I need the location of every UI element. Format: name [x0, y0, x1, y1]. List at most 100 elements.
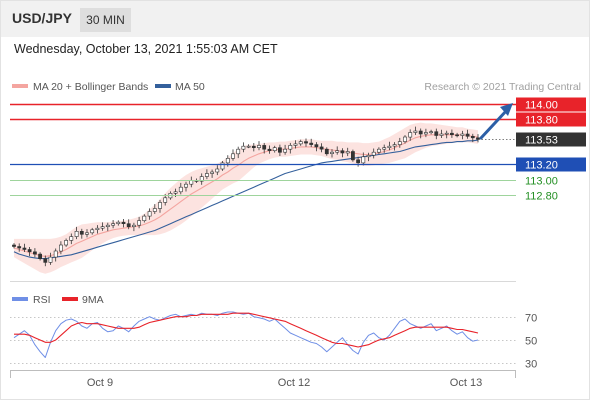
candle-body [324, 148, 329, 155]
candle-body [371, 151, 376, 156]
candle [371, 148, 376, 159]
candle-body [283, 148, 288, 153]
candle [152, 204, 157, 214]
candle-body [241, 145, 246, 150]
x-axis: Oct 9 Oct 12 Oct 13 [10, 370, 516, 389]
candle [17, 243, 22, 252]
candle-body [236, 148, 241, 155]
candle-body [74, 231, 79, 237]
candle [288, 142, 293, 154]
candle [111, 220, 116, 229]
candle-body [465, 133, 470, 137]
level-tag-pivot [516, 157, 586, 172]
candle [397, 137, 402, 148]
candle [387, 141, 392, 151]
candle [350, 149, 355, 162]
candle-body [418, 130, 423, 135]
candle [392, 142, 397, 151]
candle [69, 233, 74, 245]
candle [32, 248, 37, 258]
candle [48, 252, 53, 265]
price-panel [12, 122, 480, 274]
candle-body [257, 145, 261, 148]
candle [304, 138, 308, 147]
candle [22, 243, 27, 252]
candle-body [43, 258, 48, 263]
current-price-label: 113.53 [525, 135, 558, 147]
candle [439, 129, 444, 138]
candle-body [345, 151, 350, 154]
candle-body [100, 226, 105, 229]
candle [449, 129, 454, 138]
candle-body [95, 227, 100, 230]
candle-body [184, 183, 188, 188]
candle-body [262, 145, 267, 150]
arrow-shaft [479, 108, 509, 140]
candle [12, 243, 16, 249]
candle [382, 144, 387, 153]
candle-body [17, 246, 22, 249]
candle [413, 126, 418, 135]
candle-body [173, 191, 178, 194]
candle-body [267, 148, 272, 151]
candle-body [121, 221, 126, 224]
candle-body [314, 144, 319, 148]
x-tick-label: Oct 9 [87, 377, 113, 389]
candle-body [444, 132, 449, 135]
candle [126, 219, 131, 230]
arrow-head [500, 103, 513, 116]
candle [262, 142, 267, 154]
candle-body [356, 159, 361, 164]
candle [205, 169, 209, 180]
candle [335, 146, 340, 155]
candle [236, 146, 241, 159]
candle-body [137, 220, 142, 226]
candle-body [32, 251, 37, 255]
candle-body [361, 156, 366, 164]
candle [309, 138, 314, 148]
candle-body [288, 145, 293, 150]
candle-body [330, 151, 334, 154]
candle [215, 165, 220, 176]
candle [220, 161, 225, 171]
candle [283, 144, 288, 155]
candle [142, 214, 147, 223]
candle-body [147, 211, 152, 217]
candle-body [116, 221, 121, 224]
candle-body [298, 141, 303, 145]
candle-body [85, 232, 89, 235]
candle-body [408, 132, 413, 138]
rsi-tick-label: 50 [525, 336, 537, 348]
level-label: 113.20 [525, 160, 558, 172]
candle-body [22, 247, 27, 250]
candle [158, 199, 162, 213]
rsi-legend: RSI 9MA [12, 294, 104, 306]
candle-body [366, 155, 371, 158]
candle-body [423, 132, 428, 135]
candle-body [277, 147, 282, 153]
candle [132, 222, 136, 232]
candle [460, 130, 465, 140]
candle [210, 169, 215, 178]
candle [330, 149, 334, 158]
candle-body [382, 147, 387, 150]
candle-body [293, 143, 298, 146]
candle-body [79, 231, 84, 235]
candle-body [126, 223, 131, 227]
candle [366, 152, 371, 162]
candle [418, 128, 423, 139]
candle-body [64, 240, 69, 246]
candle-body [178, 186, 183, 193]
candle-body [319, 146, 324, 150]
level-label: 113.00 [525, 176, 558, 188]
timeframe-button[interactable]: 30 MIN [80, 8, 131, 32]
level-label: 112.80 [525, 191, 558, 203]
candle [199, 173, 204, 185]
candle-body [460, 133, 465, 136]
rsi-ma-line [14, 312, 479, 348]
candle [434, 128, 439, 140]
candle [27, 247, 32, 257]
candle-body [251, 145, 256, 148]
candle-body [439, 133, 444, 136]
